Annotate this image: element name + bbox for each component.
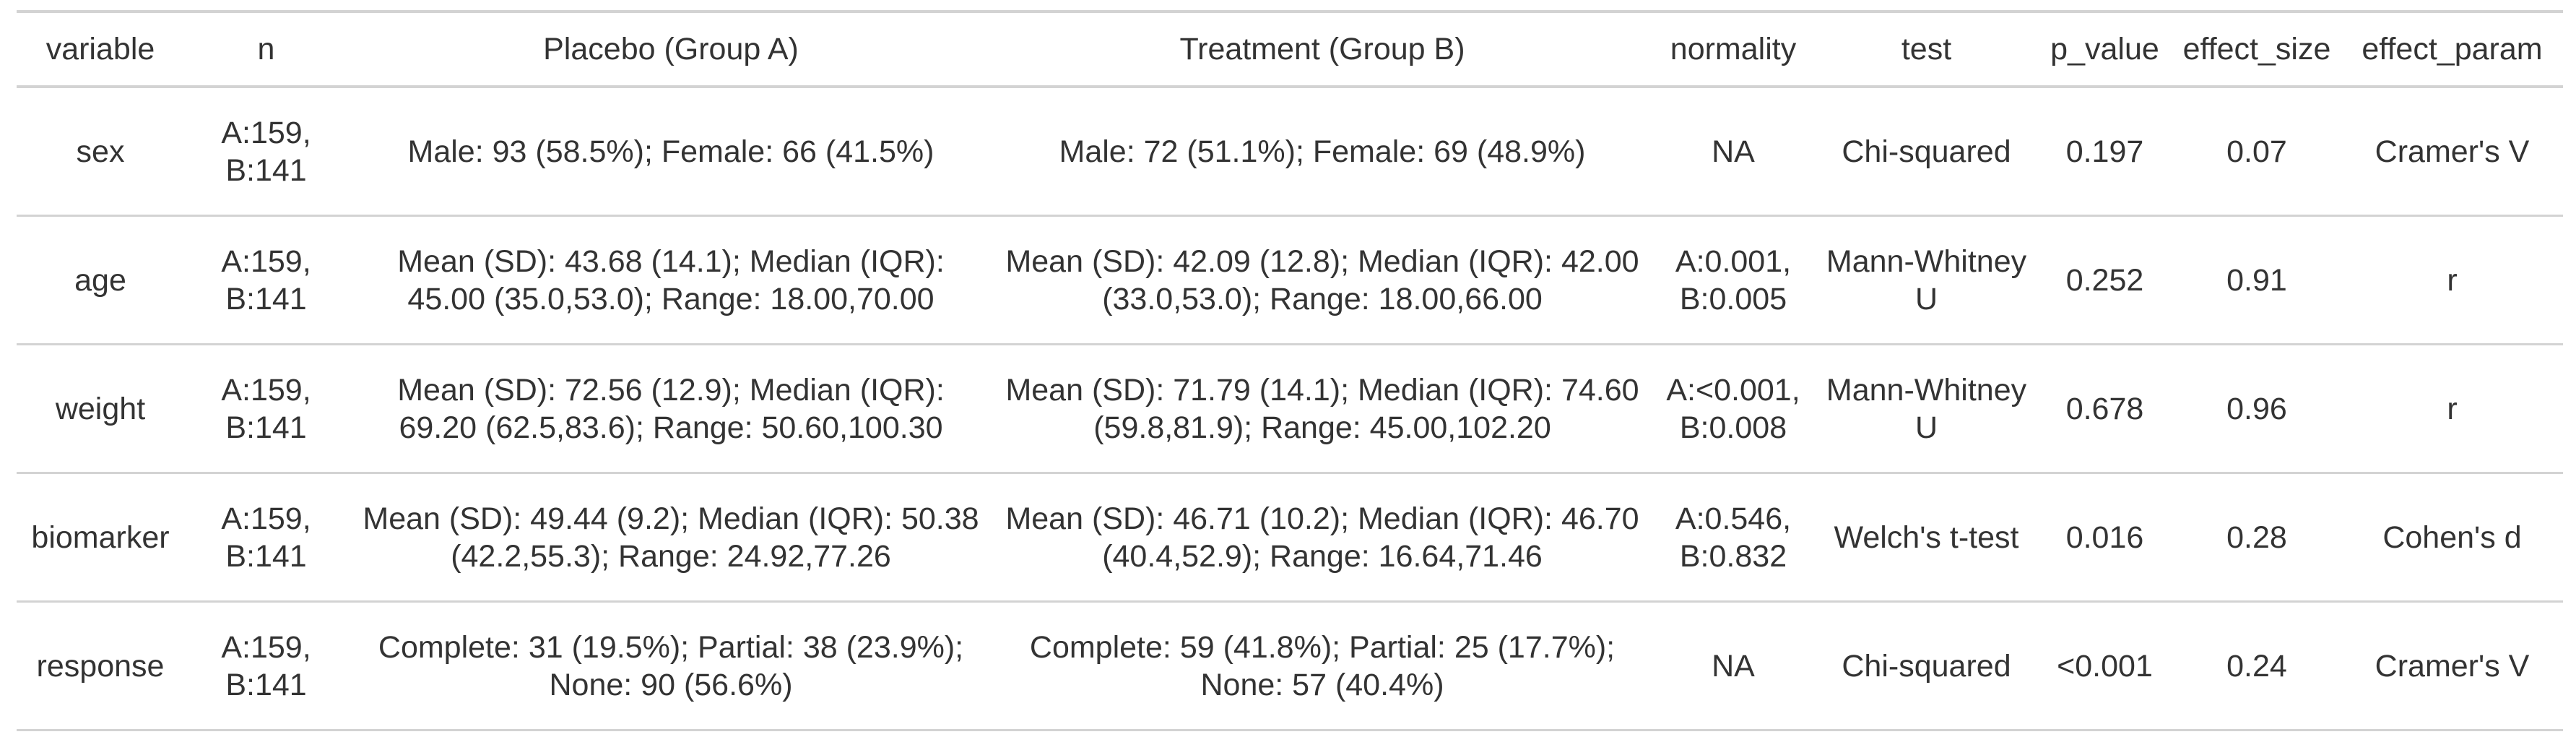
table-cell: Mean (SD): 43.68 (14.1); Median (IQR): 4…	[348, 215, 994, 345]
column-header: Placebo (Group A)	[348, 10, 994, 88]
table-row: biomarker A:159, B:141 Mean (SD): 49.44 (9…	[17, 473, 2563, 603]
column-header: effect_param	[2341, 10, 2563, 88]
table-body: sex A:159, B:141 Male: 93 (58.5%); Female:…	[17, 87, 2563, 731]
table-cell: 0.016	[2037, 473, 2172, 603]
table-cell: Male: 93 (58.5%); Female: 66 (41.5%)	[348, 87, 994, 217]
table-cell: 0.252	[2037, 215, 2172, 345]
table-cell: 0.91	[2172, 215, 2341, 345]
table-cell: Complete: 59 (41.8%); Partial: 25 (17.7%…	[994, 601, 1651, 731]
table-cell: Cohen's d	[2341, 473, 2563, 603]
table-cell: 0.678	[2037, 344, 2172, 474]
table-cell: response	[17, 601, 184, 731]
results-table: variable n Placebo (Group A) Treatment (Gro…	[17, 10, 2563, 731]
table-cell: <0.001	[2037, 601, 2172, 731]
table-cell: A:0.001, B:0.005	[1651, 215, 1816, 345]
table-cell: Cramer's V	[2341, 601, 2563, 731]
table-cell: Chi-squared	[1816, 87, 2037, 217]
column-header: test	[1816, 10, 2037, 88]
table-cell: 0.28	[2172, 473, 2341, 603]
table-cell: Chi-squared	[1816, 601, 2037, 731]
table-cell: biomarker	[17, 473, 184, 603]
table-cell: A:159, B:141	[184, 87, 348, 217]
table-cell: Male: 72 (51.1%); Female: 69 (48.9%)	[994, 87, 1651, 217]
header-row: variable n Placebo (Group A) Treatment (Gro…	[17, 10, 2563, 88]
table-cell: Mean (SD): 42.09 (12.8); Median (IQR): 4…	[994, 215, 1651, 345]
table-row: age A:159, B:141 Mean (SD): 43.68 (14.1); …	[17, 215, 2563, 345]
table-cell: Mean (SD): 49.44 (9.2); Median (IQR): 50…	[348, 473, 994, 603]
table-cell: A:159, B:141	[184, 601, 348, 731]
table-cell: A:<0.001, B:0.008	[1651, 344, 1816, 474]
table-cell: 0.96	[2172, 344, 2341, 474]
table-row: weight A:159, B:141 Mean (SD): 72.56 (12.9…	[17, 344, 2563, 474]
table-cell: A:159, B:141	[184, 344, 348, 474]
table-cell: sex	[17, 87, 184, 217]
table-cell: Mann-Whitney U	[1816, 344, 2037, 474]
table-cell: Mann-Whitney U	[1816, 215, 2037, 345]
table-cell: r	[2341, 344, 2563, 474]
table-cell: Mean (SD): 71.79 (14.1); Median (IQR): 7…	[994, 344, 1651, 474]
column-header: variable	[17, 10, 184, 88]
table-cell: age	[17, 215, 184, 345]
table-cell: A:159, B:141	[184, 473, 348, 603]
column-header: normality	[1651, 10, 1816, 88]
column-header: p_value	[2037, 10, 2172, 88]
table-cell: Welch's t-test	[1816, 473, 2037, 603]
table-row: response A:159, B:141 Complete: 31 (19.5%)…	[17, 601, 2563, 731]
table-cell: 0.197	[2037, 87, 2172, 217]
table-cell: Cramer's V	[2341, 87, 2563, 217]
table-cell: A:159, B:141	[184, 215, 348, 345]
column-header: n	[184, 10, 348, 88]
table-cell: Mean (SD): 72.56 (12.9); Median (IQR): 6…	[348, 344, 994, 474]
table-row: sex A:159, B:141 Male: 93 (58.5%); Female:…	[17, 87, 2563, 217]
column-header: Treatment (Group B)	[994, 10, 1651, 88]
table-cell: weight	[17, 344, 184, 474]
table-header: variable n Placebo (Group A) Treatment (Gro…	[17, 10, 2563, 88]
column-header: effect_size	[2172, 10, 2341, 88]
table-cell: NA	[1651, 87, 1816, 217]
table-cell: NA	[1651, 601, 1816, 731]
table-cell: A:0.546, B:0.832	[1651, 473, 1816, 603]
table-cell: 0.07	[2172, 87, 2341, 217]
table-cell: r	[2341, 215, 2563, 345]
table-cell: 0.24	[2172, 601, 2341, 731]
table-cell: Complete: 31 (19.5%); Partial: 38 (23.9%…	[348, 601, 994, 731]
table-cell: Mean (SD): 46.71 (10.2); Median (IQR): 4…	[994, 473, 1651, 603]
